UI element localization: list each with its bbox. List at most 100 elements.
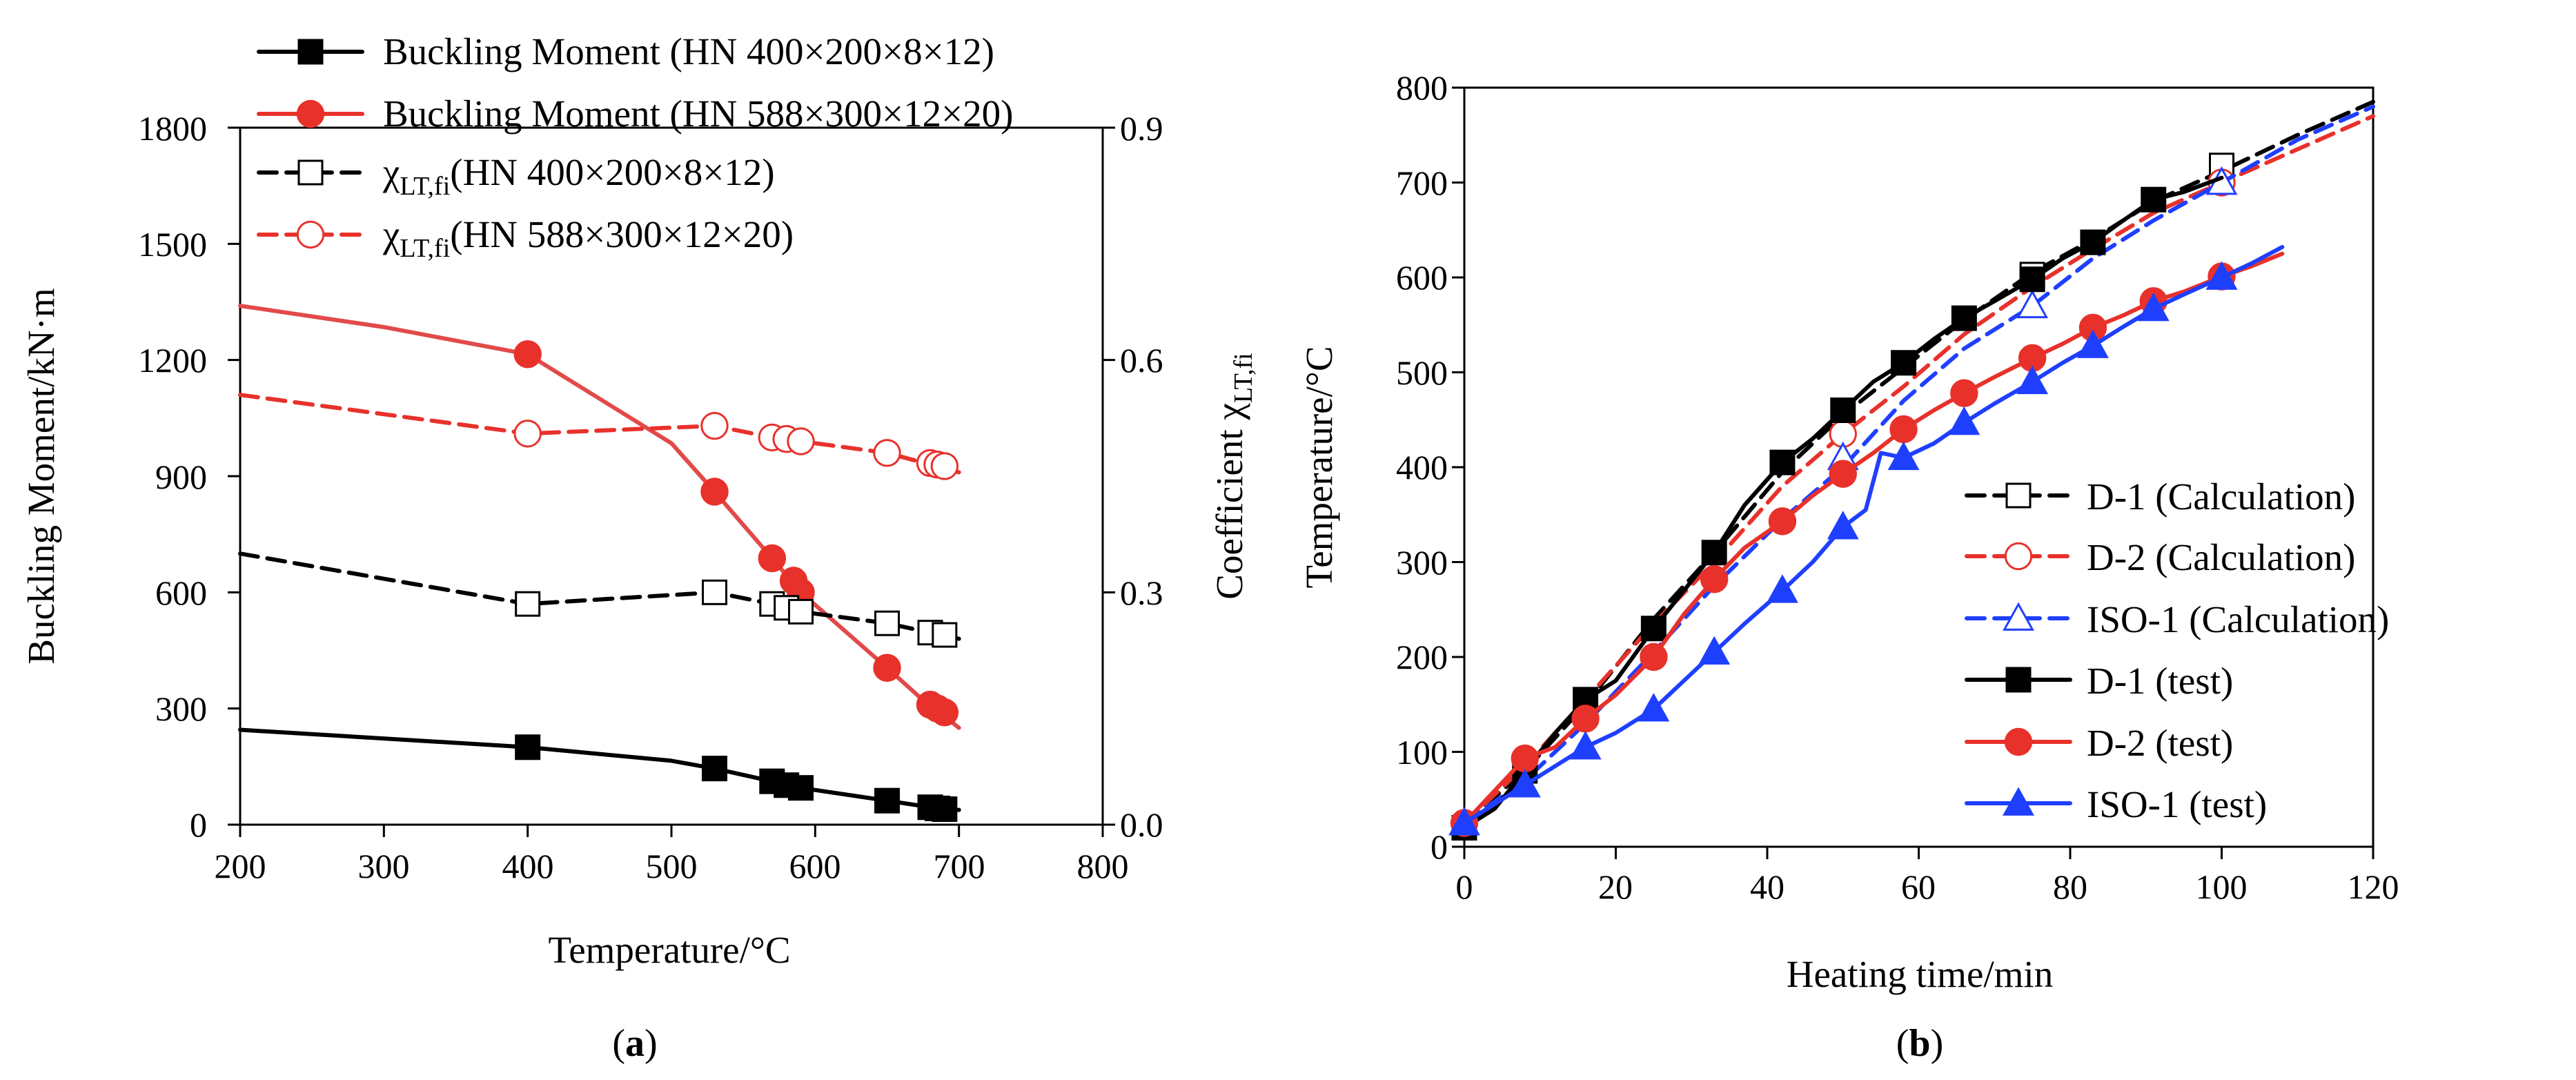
legend-symbol: [257, 39, 364, 65]
legend-label-chi: χ: [382, 213, 400, 255]
chart-a-data-point: [515, 591, 541, 617]
panel-label-b: (b): [1896, 1022, 1943, 1065]
chart-a-data-point: [700, 478, 729, 506]
chart-b-ytick-label: 500: [1396, 353, 1448, 392]
chart-a-ytick-label: 900: [155, 458, 207, 496]
legend-symbol: [1965, 667, 2072, 693]
chart-a-series: [238, 304, 961, 823]
chart-b-xtick-label: 80: [2053, 867, 2087, 906]
chart-b-xtick-label: 40: [1750, 867, 1784, 906]
panel-label-paren: ): [1931, 1022, 1944, 1065]
chart-a-ticks: [228, 126, 1115, 837]
chart-b-ytick-label: 300: [1396, 543, 1448, 582]
legend-label-sub: LT,fi: [400, 234, 450, 263]
chart-a-legend: Buckling Moment (HN 400×200×8×12) Buckli…: [257, 30, 1013, 263]
legend-label: D-2 (test): [2087, 722, 2233, 764]
chart-a-data-point: [930, 698, 959, 727]
chart-a-xtick-label: 400: [502, 847, 554, 885]
panel-label-paren: ): [645, 1022, 658, 1065]
legend-symbol: [1965, 482, 2072, 509]
chart-b-data-point: [1569, 731, 1602, 760]
chart-b-series-line: [1462, 114, 2375, 825]
chart-a-data-point: [930, 452, 959, 480]
legend-symbol: [1965, 542, 2072, 571]
chart-a-data-point: [702, 579, 727, 605]
legend-marker: [296, 220, 325, 249]
chart-b-data-point: [1698, 636, 1731, 665]
chart-a-y2tick-label: 0.0: [1120, 805, 1163, 844]
chart-b-data-point: [1889, 415, 1918, 444]
chart-a-data-point: [700, 411, 729, 440]
legend-label: ISO-1 (test): [2087, 783, 2267, 825]
chart-a-ytick-label: 600: [155, 573, 207, 612]
panel-label-paren: (: [612, 1022, 625, 1065]
legend-marker: [296, 99, 325, 128]
chart-a-data-point: [874, 787, 900, 814]
chart-b-data-point: [1827, 511, 1859, 540]
chart-b-plot-frame: [1463, 86, 2375, 848]
chart-b-data-point: [2205, 261, 2238, 290]
chart-b-data-point: [1701, 540, 1727, 566]
chart-b-xtick-label: 120: [2348, 867, 2399, 906]
chart-b-series-line: [1462, 104, 2375, 825]
legend-marker: [2004, 542, 2033, 571]
chart-a-xtick-label: 300: [358, 847, 410, 885]
chart-b-data-point: [2016, 289, 2049, 319]
chart-b-data-point: [1887, 441, 1920, 471]
chart-a-y2tick-label: 0.9: [1120, 109, 1163, 148]
chart-b-ytick-label: 200: [1396, 638, 1448, 676]
legend-marker: [2004, 727, 2033, 756]
chart-a-data-point: [758, 544, 787, 573]
chart-b-ytick-label: 100: [1396, 733, 1448, 772]
legend-marker: [2003, 787, 2034, 816]
legend-marker: [297, 39, 324, 65]
chart-a-data-point: [788, 598, 814, 625]
legend-symbol: [257, 99, 364, 128]
panel-label-letter: a: [625, 1022, 645, 1065]
chart-a-y2tick-label: 0.6: [1120, 341, 1163, 380]
chart-a-y2axis-label: Coefficient χLT,fi: [1208, 353, 1258, 599]
chart-a-data-point: [513, 340, 542, 369]
chart-b-data-point: [1700, 565, 1729, 593]
chart-b-data-point: [1948, 406, 1980, 435]
legend-label-sub: LT,fi: [400, 172, 450, 201]
chart-b-data-point: [1891, 350, 1917, 376]
chart-b-data-point: [2076, 329, 2109, 358]
chart-b-ytick-label: 400: [1396, 448, 1448, 487]
chart-a-xtick-label: 600: [789, 847, 841, 885]
chart-b-ytick-label: 0: [1430, 827, 1448, 866]
chart-b-data-point: [1769, 449, 1796, 475]
panel-label-letter: b: [1909, 1022, 1930, 1065]
chart-b-yaxis-label: Temperature/°C: [1298, 346, 1340, 588]
panel-label-paren: (: [1896, 1022, 1909, 1065]
legend-symbol: [1965, 727, 2072, 756]
chart-b-xtick-label: 100: [2196, 867, 2248, 906]
chart-a-ytick-label: 1200: [138, 341, 207, 380]
chart-a-series-line: [238, 727, 961, 812]
chart-b-data-point: [1448, 807, 1480, 836]
chart-a-ytick-label: 1800: [138, 109, 207, 148]
chart-a-y2axis-label-sub: LT,fi: [1229, 353, 1258, 403]
chart-b: 0 100 200 300 400 500 600 700 800 0 20 4…: [1298, 68, 2399, 1065]
chart-b-data-point: [1640, 616, 1666, 642]
chart-a-ytick-label: 0: [190, 805, 207, 844]
chart-a-data-point: [787, 427, 815, 455]
chart-a-data-point: [932, 796, 958, 823]
chart-b-data-point: [2016, 365, 2049, 395]
chart-b-data-point: [1950, 379, 1978, 407]
legend-symbol: [1965, 787, 2072, 816]
legend-label-rest: (HN 588×300×12×20): [450, 213, 794, 255]
panel-label-a: (a): [612, 1022, 657, 1065]
legend-symbol: [257, 220, 364, 249]
chart-b-series: [1448, 99, 2375, 841]
chart-a-data-point: [702, 756, 727, 782]
chart-a-yaxis-label: Buckling Moment/kN·m: [20, 288, 62, 664]
chart-a-ytick-label: 300: [155, 689, 207, 728]
chart-b-data-point: [1571, 705, 1600, 733]
legend-label: χLT,fi(HN 588×300×12×20): [382, 213, 794, 263]
chart-a-data-point: [932, 622, 958, 648]
chart-a-xaxis-label: Temperature/°C: [548, 929, 790, 971]
legend-label-rest: (HN 400×200×8×12): [450, 151, 774, 193]
legend-label: D-1 (test): [2087, 660, 2233, 702]
